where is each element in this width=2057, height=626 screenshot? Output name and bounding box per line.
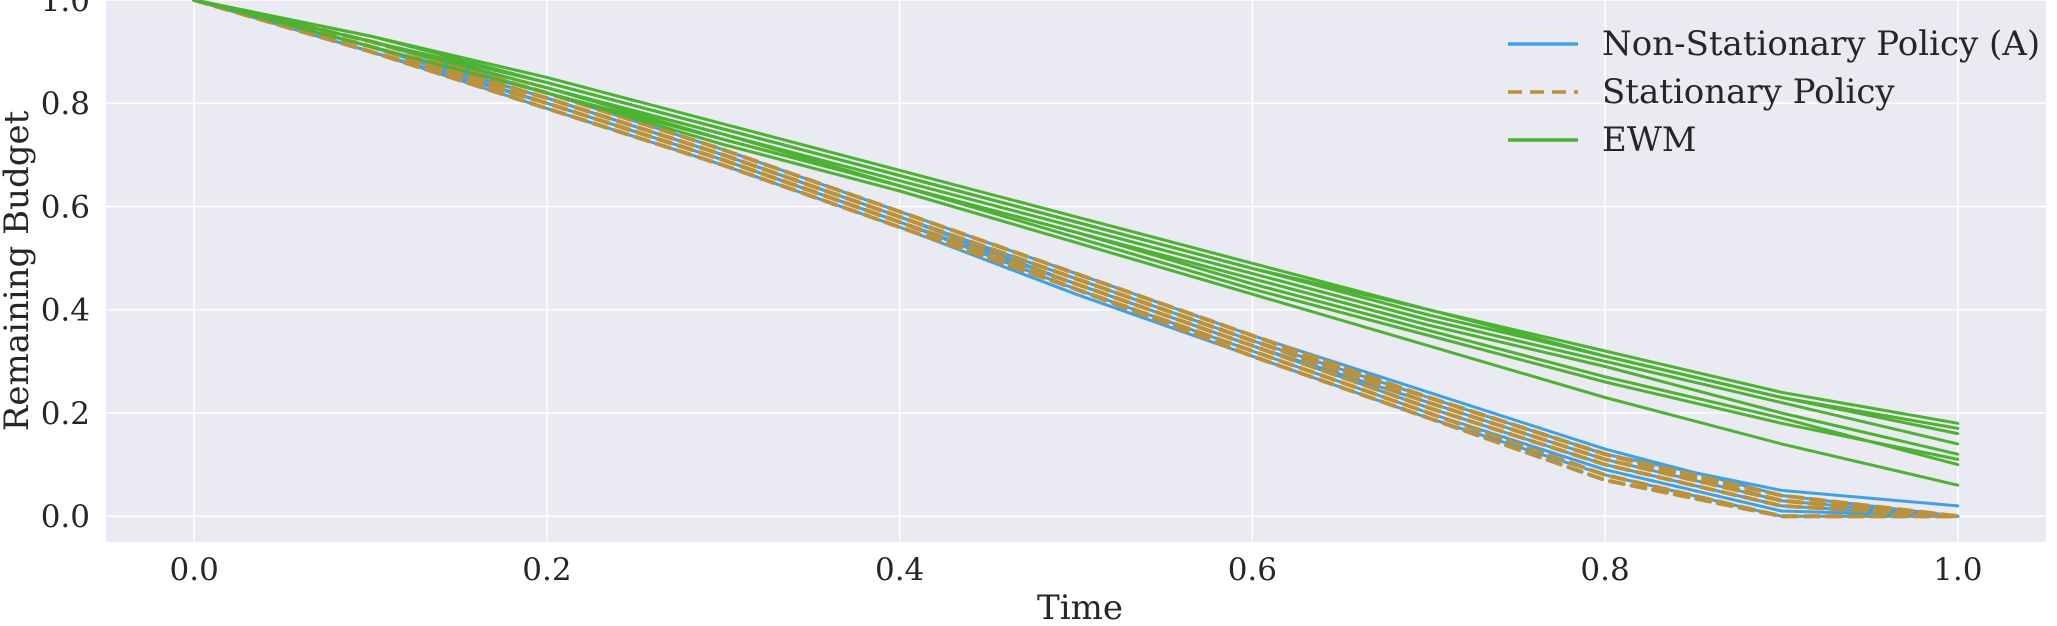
series-line [192,0,1960,461]
y-tick-label: 0.4 [41,293,90,329]
series-line [192,0,1960,425]
x-tick-label: 0.0 [170,552,219,588]
series-line [192,0,1960,519]
y-axis-label: Remaining Budget [0,110,37,431]
x-tick-label: 0.2 [522,552,571,588]
x-tick-label: 0.4 [875,552,924,588]
y-tick-label: 0.8 [41,86,90,122]
y-tick-labels: 0.0 0.2 0.4 0.6 0.8 1.0 [41,0,90,535]
series-line [192,0,1960,519]
series-3-runs [192,0,1960,487]
y-tick-label: 0.0 [41,499,90,535]
y-tick-label: 0.2 [41,396,90,432]
x-tick-label: 0.6 [1228,552,1277,588]
legend-label: EWM [1602,120,1697,160]
series-line [192,0,1960,519]
x-tick-labels: 0.0 0.2 0.4 0.6 0.8 1.0 [170,552,1983,588]
series-line [192,0,1960,430]
legend-label: Non-Stationary Policy (A) [1602,24,2040,64]
x-tick-label: 1.0 [1933,552,1982,588]
y-tick-label: 0.6 [41,189,90,225]
x-tick-label: 0.8 [1580,552,1629,588]
y-tick-label: 1.0 [41,0,90,19]
legend: Non-Stationary Policy (A) Stationary Poli… [1508,24,2040,160]
series-2-runs [192,0,1960,519]
series-line [192,0,1960,487]
legend-label: Stationary Policy [1602,72,1895,112]
series-lines [192,0,1960,519]
plot-background [106,0,2046,542]
x-axis-label: Time [1037,588,1123,626]
grid-lines [106,0,2046,542]
